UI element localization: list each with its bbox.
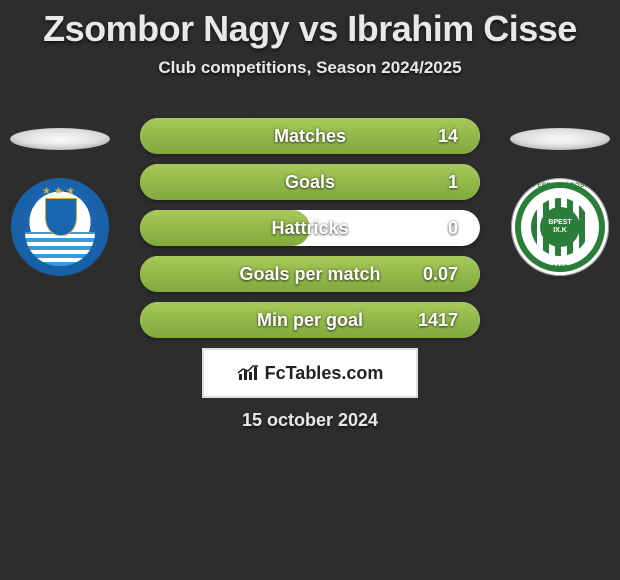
player-right-photo-placeholder: [510, 128, 610, 150]
stat-value: 14: [438, 118, 458, 154]
page-title: Zsombor Nagy vs Ibrahim Cisse: [0, 0, 620, 50]
stat-row: Goals per match0.07: [140, 256, 480, 292]
brand-badge: FcTables.com: [202, 348, 418, 398]
ftc-center: BPESTIX.K: [540, 207, 580, 247]
club-badge-mtk: [11, 178, 109, 276]
ftc-text-top: FERENCVÁROSI: [511, 183, 609, 189]
stat-label: Goals: [140, 164, 480, 200]
club-badge-ftc: BPESTIX.K FERENCVÁROSI 1899: [511, 178, 609, 276]
date-label: 15 october 2024: [0, 410, 620, 431]
chart-icon: [237, 364, 259, 382]
stat-value: 0.07: [423, 256, 458, 292]
stat-label: Matches: [140, 118, 480, 154]
stat-value: 0: [448, 210, 458, 246]
stat-value: 1417: [418, 302, 458, 338]
stat-label: Hattricks: [140, 210, 480, 246]
stat-row: Min per goal1417: [140, 302, 480, 338]
player-right-column: BPESTIX.K FERENCVÁROSI 1899: [510, 128, 610, 276]
subtitle: Club competitions, Season 2024/2025: [0, 58, 620, 78]
mtk-stripes: [25, 232, 95, 266]
ftc-text-bottom: 1899: [511, 265, 609, 271]
player-left-column: [10, 128, 110, 276]
stat-row: Matches14: [140, 118, 480, 154]
stat-row: Hattricks0: [140, 210, 480, 246]
player-left-photo-placeholder: [10, 128, 110, 150]
stat-value: 1: [448, 164, 458, 200]
stat-row: Goals1: [140, 164, 480, 200]
ftc-stripes: BPESTIX.K: [531, 198, 589, 256]
stats-container: Matches14 Goals1 Hattricks0 Goals per match…: [140, 118, 480, 348]
brand-text: FcTables.com: [265, 363, 384, 384]
